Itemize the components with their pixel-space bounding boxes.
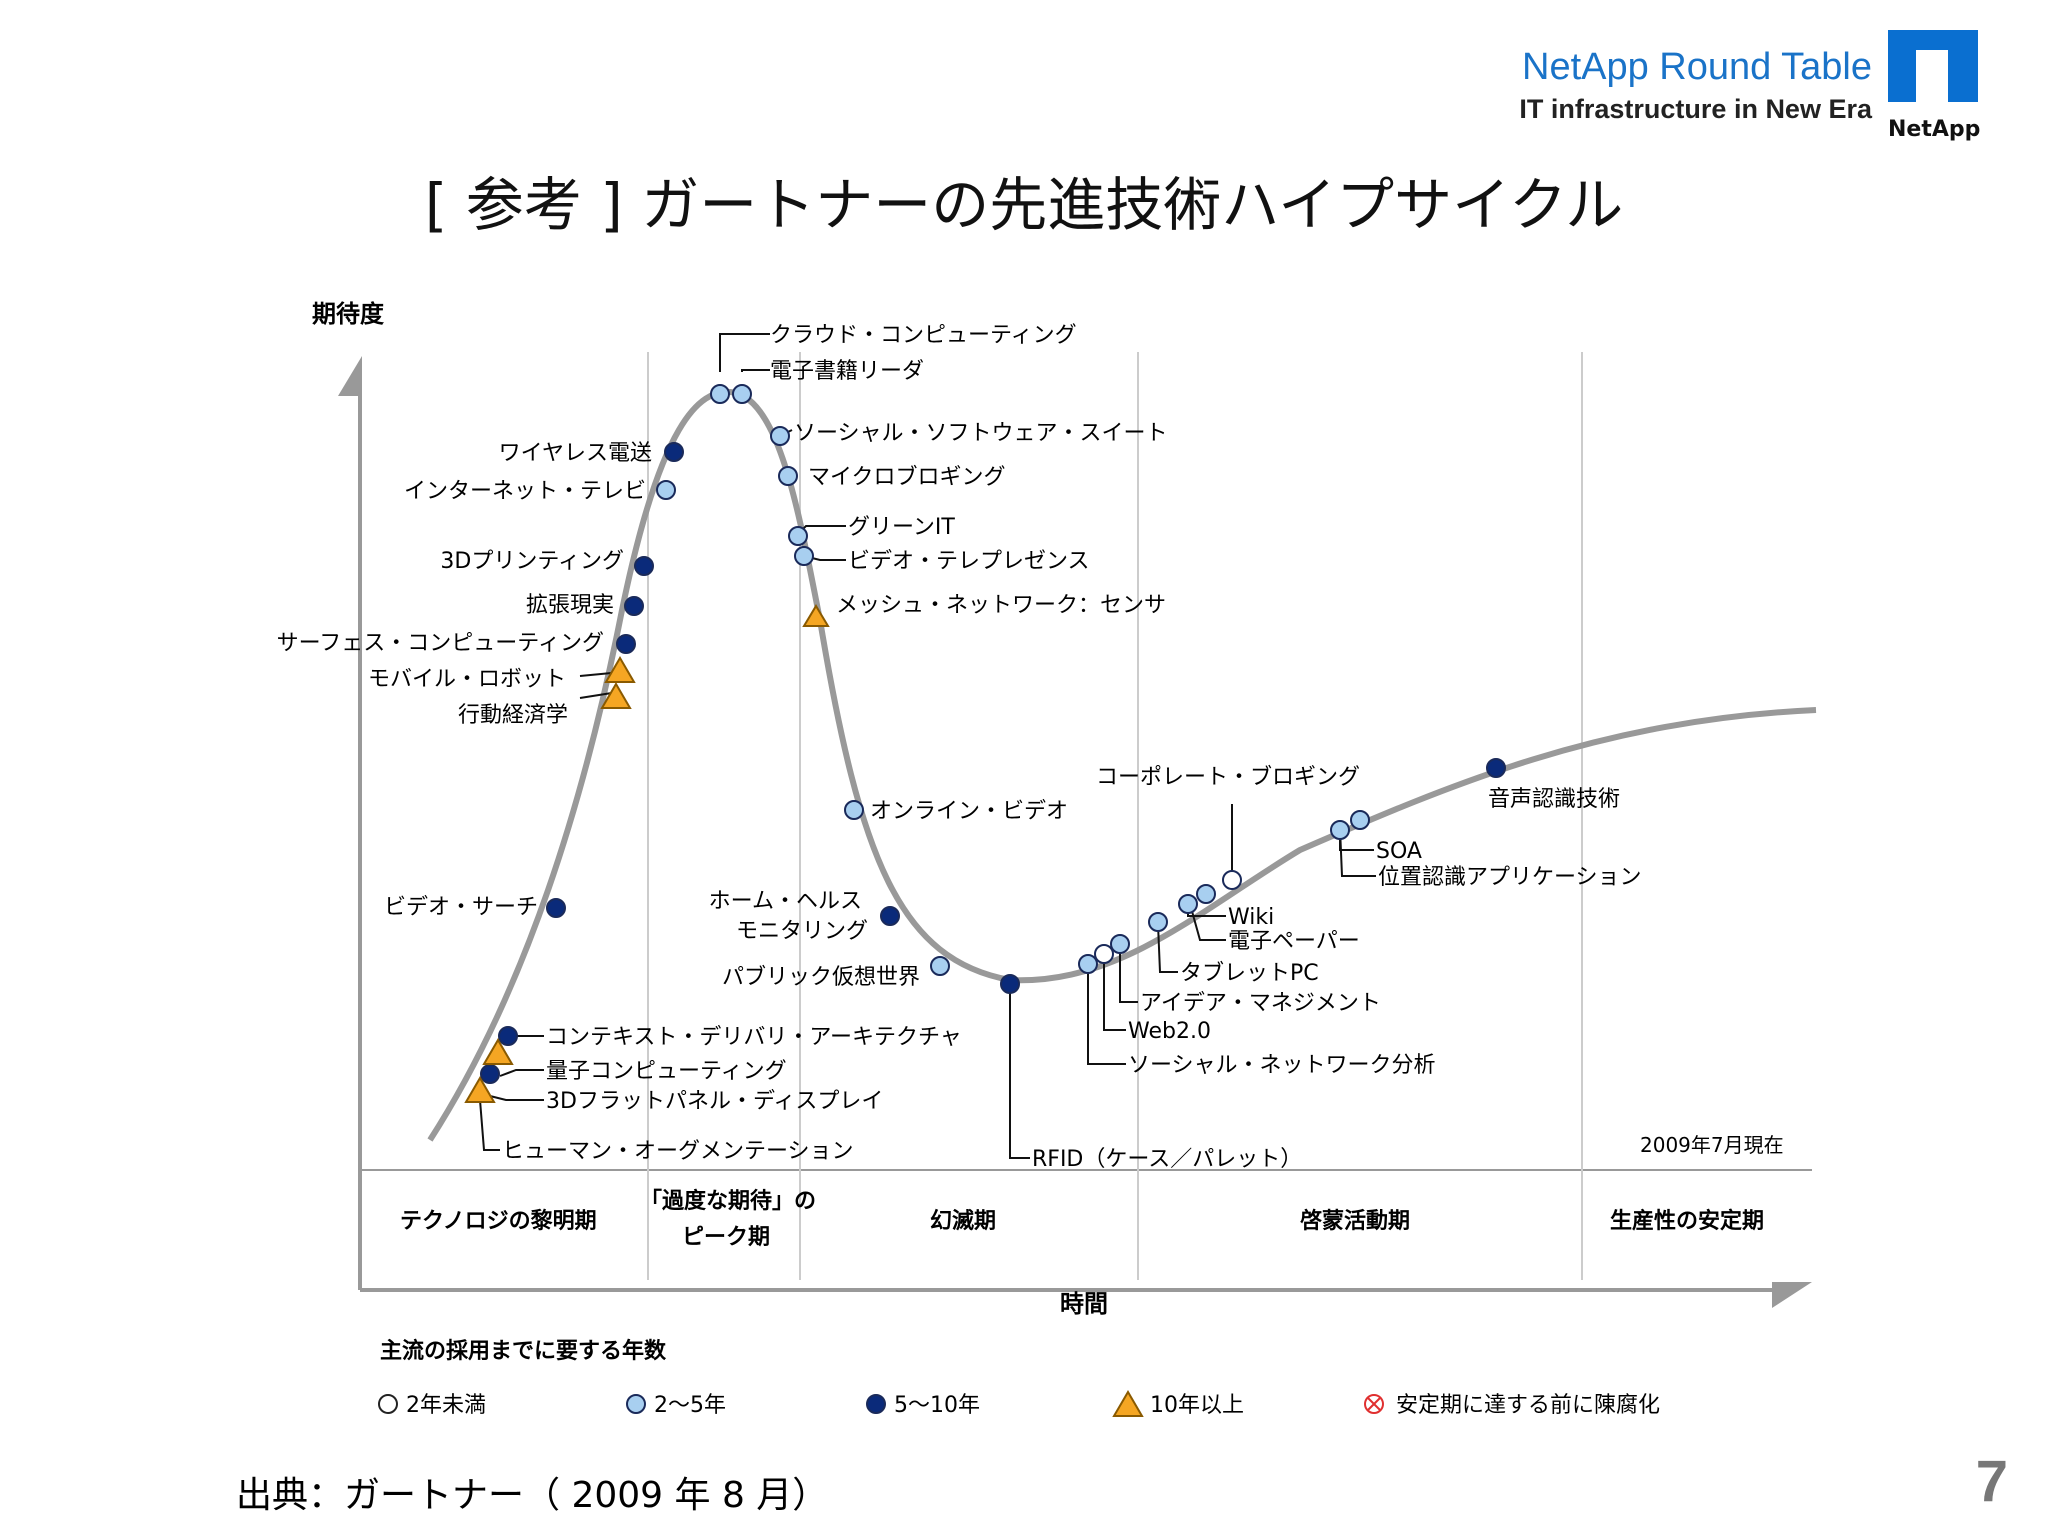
legend-label: 10年以上 (1150, 1393, 1244, 1418)
open-circle-icon (378, 1394, 398, 1414)
light-circle-marker (656, 480, 676, 500)
dark-circle-marker (624, 596, 644, 616)
triangle-marker (464, 1076, 496, 1103)
tech-label: 電子書籍リーダ (770, 359, 924, 384)
tech-label: オンライン・ビデオ (870, 799, 1068, 824)
tech-label: インターネット・テレビ (404, 479, 646, 504)
tech-label: 3Dプリンティング (440, 549, 624, 574)
dark-circle-marker (480, 1064, 500, 1084)
date-note: 2009年7月現在 (1640, 1133, 1784, 1157)
y-axis-label: 期待度 (312, 300, 385, 328)
legend-item: 5〜10年 (866, 1393, 980, 1418)
tech-label: Wiki (1228, 905, 1274, 930)
legend-label: 2〜5年 (654, 1393, 726, 1418)
dark-circle-marker (634, 556, 654, 576)
triangle-icon (1112, 1390, 1144, 1417)
light-circle-icon (626, 1394, 646, 1414)
tech-label: 量子コンピューティング (546, 1059, 787, 1084)
legend-item: 2年未満 (378, 1393, 486, 1418)
dark-circle-marker (616, 634, 636, 654)
dark-circle-marker (880, 906, 900, 926)
tech-label: モニタリング (736, 919, 868, 944)
tech-label: タブレットPC (1180, 961, 1319, 986)
tech-label: RFID（ケース／パレット） (1032, 1147, 1302, 1172)
light-circle-marker (1078, 954, 1098, 974)
triangle-marker (600, 682, 632, 709)
tech-label: Web2.0 (1128, 1019, 1211, 1044)
tech-label: ビデオ・サーチ (384, 895, 538, 920)
light-circle-marker (1350, 810, 1370, 830)
tech-label: サーフェス・コンピューティング (277, 631, 604, 656)
phase-label: 啓蒙活動期 (1300, 1208, 1410, 1234)
light-circle-marker (1196, 884, 1216, 904)
tech-label: マイクロブロギング (808, 465, 1006, 490)
dark-circle-icon (866, 1394, 886, 1414)
tech-label: 音声認識技術 (1488, 787, 1620, 812)
tech-label: メッシュ・ネットワーク：センサ (836, 593, 1166, 618)
light-circle-marker (710, 384, 730, 404)
tech-label: SOA (1376, 839, 1422, 864)
light-circle-marker (788, 526, 808, 546)
light-circle-marker (778, 466, 798, 486)
brand-title: NetApp Round Table (1522, 46, 1872, 88)
phase-label: 「過度な期待」の (640, 1188, 816, 1214)
light-circle-marker (770, 426, 790, 446)
light-circle-marker (1330, 820, 1350, 840)
triangle-marker (604, 656, 636, 683)
tech-label: モバイル・ロボット (368, 667, 566, 692)
legend-label: 5〜10年 (894, 1393, 980, 1418)
tech-label: パブリック仮想世界 (722, 965, 920, 990)
legend-title: 主流の採用までに要する年数 (380, 1338, 667, 1364)
open-circle-marker (1222, 870, 1242, 890)
svg-text:NetApp: NetApp (1888, 117, 1980, 142)
dark-circle-marker (1486, 758, 1506, 778)
tech-label: アイデア・マネジメント (1140, 991, 1381, 1016)
tech-label: 電子ペーパー (1228, 929, 1360, 954)
light-circle-marker (1110, 934, 1130, 954)
tech-label: コーポレート・ブロギング (1096, 765, 1360, 790)
phase-label: ピーク期 (682, 1225, 770, 1250)
tech-label: ソーシャル・ソフトウェア・スイート (794, 421, 1168, 446)
source-citation: 出典：ガートナー（ 2009 年 8 月） (236, 1475, 829, 1516)
dark-circle-marker (546, 898, 566, 918)
light-circle-marker (794, 546, 814, 566)
triangle-marker (482, 1038, 514, 1065)
light-circle-marker (1178, 894, 1198, 914)
light-circle-marker (1148, 912, 1168, 932)
tech-label: コンテキスト・デリバリ・アーキテクチャ (546, 1025, 962, 1050)
legend-item: 安定期に達する前に陳腐化 (1364, 1393, 1660, 1418)
legend-label: 2年未満 (406, 1393, 486, 1418)
tech-label: 拡張現実 (526, 593, 614, 618)
dark-circle-marker (664, 442, 684, 462)
slide-title: [ 参考 ] ガートナーの先進技術ハイプサイクル (424, 171, 1624, 239)
tech-label: グリーンIT (848, 515, 955, 540)
light-circle-marker (732, 384, 752, 404)
open-circle-marker (1094, 944, 1114, 964)
light-circle-marker (930, 956, 950, 976)
triangle-marker (802, 604, 830, 627)
phase-label: テクノロジの黎明期 (400, 1208, 597, 1234)
tech-label: ワイヤレス電送 (499, 441, 652, 466)
legend-item: 2〜5年 (626, 1393, 726, 1418)
dark-circle-marker (1000, 974, 1020, 994)
phase-label: 幻滅期 (930, 1208, 996, 1234)
dark-circle-marker (498, 1026, 518, 1046)
legend-item: 10年以上 (1112, 1390, 1244, 1418)
legend-label: 安定期に達する前に陳腐化 (1396, 1393, 1660, 1418)
tech-label: クラウド・コンピューティング (770, 323, 1077, 348)
tech-label: ヒューマン・オーグメンテーション (502, 1139, 854, 1164)
tech-label: 位置認識アプリケーション (1378, 865, 1642, 890)
light-circle-marker (844, 800, 864, 820)
phase-label: 生産性の安定期 (1610, 1208, 1764, 1234)
tech-label: ホーム・ヘルス (709, 889, 862, 914)
x-axis-label: 時間 (1060, 1290, 1108, 1318)
tech-label: ソーシャル・ネットワーク分析 (1128, 1053, 1436, 1078)
tech-label: 行動経済学 (458, 703, 568, 728)
page-number: 7 (1975, 1449, 2008, 1514)
netapp-logo: NetApp (1888, 30, 1980, 142)
tech-label: 3Dフラットパネル・ディスプレイ (546, 1089, 883, 1114)
tech-label: ビデオ・テレプレゼンス (848, 549, 1090, 574)
brand-subtitle: IT infrastructure in New Era (1519, 94, 1872, 124)
